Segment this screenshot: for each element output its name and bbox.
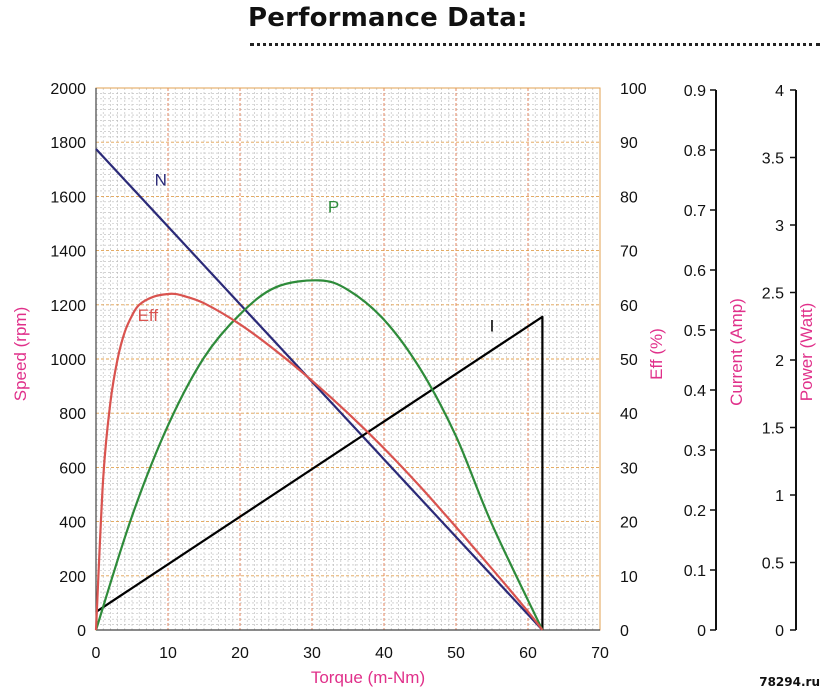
torque-tick-label: 70 [591, 645, 609, 662]
power-axis-label: Power (Watt) [797, 303, 816, 402]
eff-tick-label: 80 [620, 189, 638, 206]
power-tick-label: 1 [775, 488, 784, 505]
series-line-p [94, 279, 544, 631]
power-tick-label: 3 [775, 218, 784, 235]
series-label-i: I [490, 316, 495, 335]
current-axis-label: Current (Amp) [727, 298, 746, 406]
series-line-eff [94, 292, 544, 631]
speed-tick-label: 1200 [50, 298, 86, 315]
page-title: Performance Data: [248, 3, 528, 33]
eff-axis-label: Eff (%) [647, 328, 666, 380]
power-tick-label: 0 [775, 623, 784, 640]
eff-tick-label: 40 [620, 406, 638, 423]
power-tick-label: 2.5 [762, 286, 784, 303]
eff-tick-label: 10 [620, 569, 638, 586]
eff-tick-label: 100 [620, 81, 647, 98]
power-tick-label: 3.5 [762, 151, 784, 168]
eff-tick-label: 0 [620, 623, 629, 640]
eff-tick-label: 60 [620, 298, 638, 315]
eff-tick-label: 30 [620, 460, 638, 477]
speed-tick-label: 400 [59, 515, 86, 532]
torque-tick-label: 40 [375, 645, 393, 662]
torque-tick-label: 10 [159, 645, 177, 662]
current-tick-label: 0.6 [684, 263, 706, 280]
eff-tick-label: 50 [620, 352, 638, 369]
current-tick-label: 0.9 [684, 83, 706, 100]
torque-tick-label: 50 [447, 645, 465, 662]
current-tick-label: 0.3 [684, 443, 706, 460]
torque-axis-label: Torque (m-Nm) [311, 668, 425, 687]
current-tick-label: 0.1 [684, 563, 706, 580]
series-label-eff: Eff [138, 306, 159, 325]
eff-tick-label: 90 [620, 135, 638, 152]
chart-series [94, 148, 544, 631]
power-tick-label: 4 [775, 83, 784, 100]
series-label-n: N [155, 171, 167, 190]
speed-tick-label: 600 [59, 460, 86, 477]
speed-tick-label: 1800 [50, 135, 86, 152]
current-tick-label: 0.4 [684, 383, 706, 400]
series-line-n [95, 148, 544, 631]
current-tick-label: 0.5 [684, 323, 706, 340]
speed-tick-label: 200 [59, 569, 86, 586]
current-tick-label: 0.7 [684, 203, 706, 220]
series-label-p: P [328, 198, 339, 217]
power-tick-label: 1.5 [762, 421, 784, 438]
speed-tick-label: 1400 [50, 244, 86, 261]
power-tick-label: 0.5 [762, 556, 784, 573]
speed-tick-label: 2000 [50, 81, 86, 98]
speed-tick-label: 1000 [50, 352, 86, 369]
watermark: 78294.ru [759, 675, 820, 689]
torque-tick-label: 0 [92, 645, 101, 662]
speed-axis-label: Speed (rpm) [11, 307, 30, 401]
current-tick-label: 0.8 [684, 143, 706, 160]
power-tick-label: 2 [775, 353, 784, 370]
speed-tick-label: 0 [77, 623, 86, 640]
eff-tick-label: 70 [620, 244, 638, 261]
current-tick-label: 0.2 [684, 503, 706, 520]
torque-tick-label: 20 [231, 645, 249, 662]
title-dotted-rule [250, 43, 820, 46]
chart-labels: N P Eff I [138, 171, 495, 336]
chart-grid [95, 87, 601, 631]
series-line-i [95, 315, 544, 630]
current-tick-label: 0 [697, 623, 706, 640]
eff-tick-label: 20 [620, 515, 638, 532]
speed-tick-label: 1600 [50, 189, 86, 206]
torque-tick-label: 30 [303, 645, 321, 662]
speed-tick-label: 800 [59, 406, 86, 423]
torque-tick-label: 60 [519, 645, 537, 662]
